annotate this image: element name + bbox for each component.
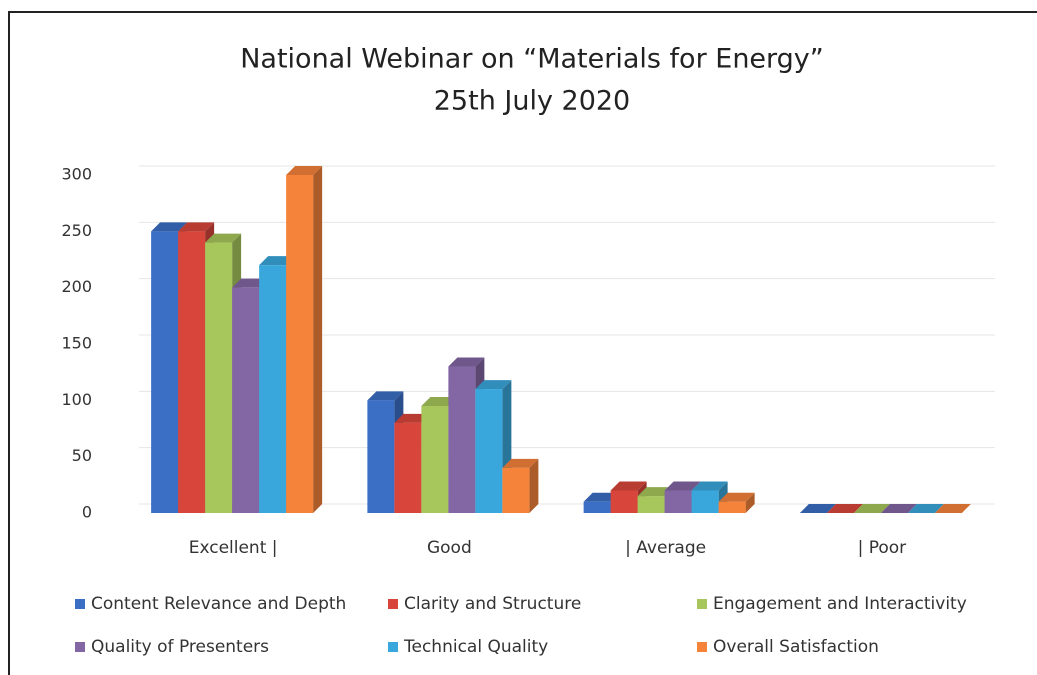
y-tick-label: 150: [61, 334, 92, 353]
bar-top: [610, 481, 647, 491]
legend-swatch: [697, 599, 707, 609]
bar-top: [664, 481, 701, 491]
bar: [475, 389, 503, 513]
y-tick-label: 50: [72, 446, 92, 465]
bar-top: [286, 166, 323, 175]
bar: [610, 490, 638, 513]
bar-top: [826, 504, 863, 513]
chart-title: National Webinar on “Materials for Energ…: [240, 44, 824, 75]
legend-swatch: [75, 599, 85, 609]
bar-top: [907, 504, 944, 513]
bar-top: [448, 357, 485, 367]
bar: [421, 405, 449, 513]
x-tick-label: Excellent |: [189, 538, 278, 558]
bar-top: [853, 504, 890, 513]
legend-swatch: [75, 642, 85, 652]
bar-top: [151, 222, 188, 232]
bar-top: [691, 481, 728, 491]
y-tick-label: 0: [82, 503, 92, 522]
legend-swatch: [697, 642, 707, 652]
legend-label: Content Relevance and Depth: [91, 594, 346, 614]
bar: [637, 496, 665, 513]
x-tick-label: Good: [427, 538, 472, 558]
x-tick-label: | Average: [625, 538, 706, 558]
y-tick-label: 300: [61, 165, 92, 184]
bar: [718, 501, 746, 513]
legend-label: Clarity and Structure: [404, 594, 581, 614]
bar: [448, 366, 476, 513]
bar: [664, 490, 692, 513]
legend-label: Technical Quality: [403, 637, 548, 657]
frame: [8, 11, 1037, 675]
bar-top: [880, 504, 917, 513]
bar-top: [934, 504, 971, 513]
x-tick-label: | Poor: [858, 538, 907, 558]
bar-top: [718, 492, 755, 502]
bar-top: [205, 233, 242, 243]
bar: [583, 501, 611, 513]
legend-label: Engagement and Interactivity: [713, 594, 967, 614]
y-tick-label: 100: [61, 390, 92, 409]
y-tick-label: 250: [61, 221, 92, 240]
legend-swatch: [388, 642, 398, 652]
bar-side: [313, 166, 323, 513]
bar-top: [502, 458, 539, 468]
chart-subtitle: 25th July 2020: [434, 86, 631, 117]
bar: [286, 175, 314, 513]
bar-top: [367, 391, 404, 401]
bar: [178, 231, 206, 514]
bar: [691, 490, 719, 513]
bar: [151, 231, 179, 514]
bar: [232, 287, 260, 513]
legend-label: Overall Satisfaction: [713, 637, 879, 657]
y-tick-label: 200: [61, 277, 92, 296]
legend-label: Quality of Presenters: [91, 637, 269, 657]
bar-top: [799, 504, 836, 513]
bar-side: [745, 492, 755, 513]
bar-side: [529, 458, 539, 513]
legend-swatch: [388, 599, 398, 609]
bar: [367, 400, 395, 513]
bar-top: [178, 222, 215, 232]
bar-top: [475, 380, 512, 390]
bar: [502, 467, 530, 513]
bar: [205, 242, 233, 513]
bar: [259, 265, 287, 513]
bar: [394, 422, 422, 513]
